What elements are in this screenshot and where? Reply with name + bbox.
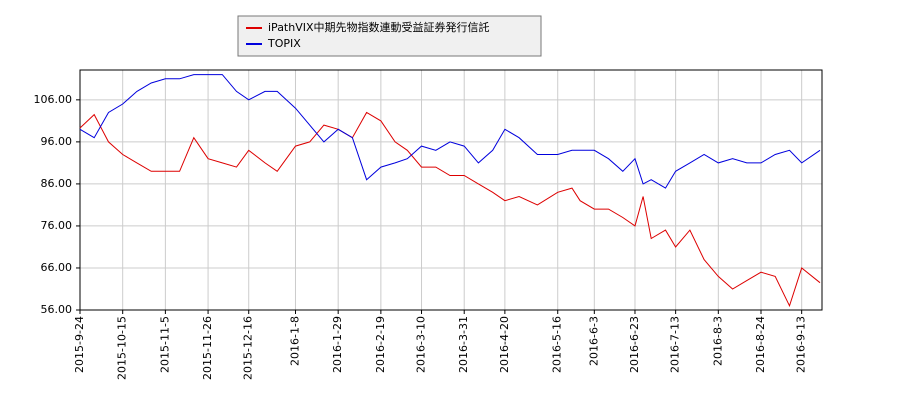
x-tick-label: 2016-7-13 [669,316,682,373]
x-tick-label: 2016-6-3 [587,316,600,366]
y-tick-label: 106.00 [34,93,73,106]
legend: iPathVIX中期先物指数連動受益証券発行信託 TOPIX [237,15,542,57]
legend-box [237,15,542,57]
y-tick-label: 86.00 [41,177,73,190]
x-tick-label: 2015-12-16 [242,316,255,380]
x-tick-label: 2016-2-19 [374,316,387,373]
y-tick-label: 56.00 [41,303,73,316]
x-tick-label: 2016-8-24 [754,316,767,373]
x-tick-label: 2015-11-26 [201,316,214,380]
x-tick-label: 2016-9-13 [795,316,808,373]
x-tick-label: 2015-11-5 [158,316,171,373]
x-tick-label: 2016-3-10 [415,316,428,373]
y-tick-label: 96.00 [41,135,73,148]
x-tick-label: 2015-10-15 [116,316,129,380]
y-tick-label: 76.00 [41,219,73,232]
series-line [79,74,821,189]
x-tick-label: 2016-1-8 [288,316,301,366]
legend-label: TOPIX [267,37,301,50]
x-tick-label: 2016-1-29 [331,316,344,373]
legend-label: iPathVIX中期先物指数連動受益証券発行信託 [268,20,490,34]
x-tick-label: 2015-9-24 [73,316,86,373]
y-tick-label: 66.00 [41,261,73,274]
x-tick-label: 2016-3-31 [457,316,470,373]
plot-border [79,69,823,311]
plot-area [79,69,823,311]
x-tick-label: 2016-4-20 [498,316,511,373]
x-tick-label: 2016-5-16 [551,316,564,373]
series-line [79,111,821,308]
x-tick-label: 2016-8-3 [711,316,724,366]
x-tick-label: 2016-6-23 [628,316,641,373]
